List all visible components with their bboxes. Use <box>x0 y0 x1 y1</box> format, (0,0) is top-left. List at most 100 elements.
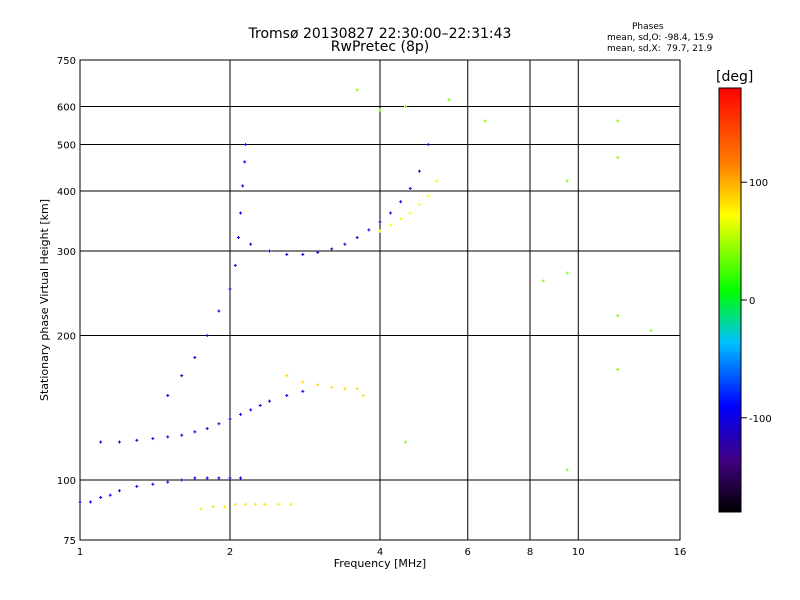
echo-point <box>378 108 382 112</box>
y-tick-label: 200 <box>57 332 76 343</box>
echo-point <box>565 179 569 183</box>
echo-point <box>330 385 334 389</box>
echo-point <box>244 502 248 506</box>
echo-point <box>285 394 289 398</box>
x-tick-labels: 1 2 4 6 8 10 16 <box>77 547 687 558</box>
echo-point <box>205 476 209 480</box>
y-axis-title: Stationary phase Virtual Height [km] <box>38 199 51 401</box>
echo-point <box>99 495 103 499</box>
echo-point <box>217 422 221 426</box>
echo-point <box>285 253 289 257</box>
stats-header: Phases <box>632 22 664 32</box>
echo-point <box>565 468 569 472</box>
echo-point <box>89 500 93 504</box>
echo-point <box>426 194 430 198</box>
echo-point <box>316 250 320 254</box>
echo-point <box>205 334 209 338</box>
echo-point <box>616 155 620 159</box>
colorbar-tick-labels: 100 0 -100 <box>741 178 772 425</box>
echo-point <box>417 202 421 206</box>
x-tick-label: 10 <box>572 547 585 558</box>
stats-o-mode: mean, sd,O: -98.4, 15.9 <box>607 33 714 43</box>
echo-point <box>267 249 271 253</box>
echo-point <box>239 476 243 480</box>
y-tick-label: 300 <box>57 247 76 258</box>
echo-point <box>408 211 412 215</box>
echo-point <box>267 399 271 403</box>
echo-point <box>228 417 232 421</box>
x-tick-label: 1 <box>77 547 83 558</box>
echo-point <box>151 437 155 441</box>
echo-point <box>166 394 170 398</box>
y-tick-labels: 75 100 200 300 400 500 600 750 <box>57 56 76 547</box>
echo-point <box>239 211 243 215</box>
echo-point <box>223 505 227 509</box>
echo-point <box>355 387 359 391</box>
echo-point <box>180 478 184 482</box>
echo-point <box>243 160 247 164</box>
echo-point <box>285 374 289 378</box>
chart-title: Tromsø 20130827 22:30:00–22:31:43 <box>248 26 512 42</box>
x-tick-label: 2 <box>227 547 233 558</box>
echo-point <box>616 119 620 123</box>
x-tick-label: 8 <box>527 547 533 558</box>
echo-point <box>236 236 240 240</box>
colorbar-tick-label: 0 <box>749 296 755 307</box>
y-tick-label: 75 <box>63 536 76 547</box>
x-tick-label: 16 <box>674 547 687 558</box>
echo-point <box>616 367 620 371</box>
echo-point <box>135 438 139 442</box>
echo-point <box>426 143 430 147</box>
echo-point <box>361 394 365 398</box>
echo-point <box>228 287 232 291</box>
echo-point <box>239 412 243 416</box>
echo-point <box>258 403 262 407</box>
echo-point <box>435 179 439 183</box>
echo-point <box>263 502 267 506</box>
x-tick-label: 4 <box>377 547 383 558</box>
echo-point <box>166 435 170 439</box>
echo-point <box>565 271 569 275</box>
echo-point <box>151 482 155 486</box>
echo-point <box>541 279 545 283</box>
echo-point <box>616 314 620 318</box>
echo-point <box>193 430 197 434</box>
y-tick-label: 750 <box>57 56 76 67</box>
echo-point <box>78 500 82 504</box>
x-tick-label: 6 <box>465 547 471 558</box>
echo-point <box>253 502 257 506</box>
y-tick-label: 500 <box>57 141 76 152</box>
echo-point <box>316 383 320 387</box>
echo-point <box>408 186 412 190</box>
echo-point <box>378 229 382 233</box>
echo-point <box>244 143 248 147</box>
echo-point <box>367 228 371 232</box>
echo-point <box>403 105 407 109</box>
echo-point <box>217 309 221 313</box>
grid-lines <box>80 60 680 540</box>
echo-point <box>276 502 280 506</box>
echo-point <box>343 242 347 246</box>
echo-point <box>399 217 403 221</box>
echo-point <box>378 220 382 224</box>
echo-point <box>330 247 334 251</box>
echo-point <box>343 387 347 391</box>
echo-point <box>249 242 253 246</box>
echo-point <box>403 440 407 444</box>
x-axis-title: Frequency [MHz] <box>334 557 426 570</box>
y-tick-label: 400 <box>57 187 76 198</box>
echo-point <box>180 374 184 378</box>
echo-point <box>447 98 451 102</box>
echo-point <box>205 427 209 431</box>
echo-point <box>166 480 170 484</box>
echo-point <box>211 505 215 509</box>
colorbar <box>718 87 742 513</box>
echo-points <box>78 88 653 511</box>
echo-point <box>193 476 197 480</box>
echo-point <box>135 484 139 488</box>
echo-point <box>228 476 232 480</box>
echo-point <box>199 507 203 511</box>
echo-point <box>301 380 305 384</box>
colorbar-tick-label: -100 <box>749 414 772 425</box>
